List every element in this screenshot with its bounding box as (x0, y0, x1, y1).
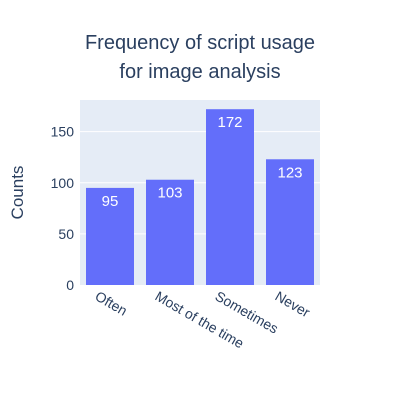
chart-title-line-2: for image analysis (119, 61, 281, 83)
chart-title-line-1: Frequency of script usage (84, 32, 316, 54)
y-axis-label: Counts (8, 166, 27, 220)
bar-data-label: 95 (102, 193, 119, 210)
x-tick-label: Often (93, 288, 131, 319)
y-tick-label: 50 (58, 226, 74, 242)
bar (86, 187, 134, 285)
bar-data-label: 172 (217, 114, 242, 131)
bar (146, 179, 194, 285)
bar-data-label: 123 (277, 164, 302, 181)
y-tick-label: 100 (51, 175, 75, 191)
y-tick-label: 150 (51, 124, 75, 140)
bar-data-label: 103 (157, 185, 182, 202)
y-axis-ticks: 0 50 100 150 (51, 124, 75, 293)
bars (86, 109, 314, 285)
bar (266, 159, 314, 285)
x-tick-label: Never (273, 288, 314, 321)
y-tick-label: 0 (66, 277, 74, 293)
bar (206, 109, 254, 285)
data-labels: 95 103 172 123 (102, 114, 303, 210)
